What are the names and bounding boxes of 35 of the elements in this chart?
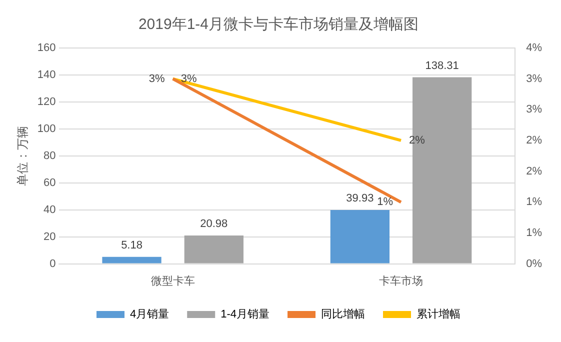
bar	[330, 210, 390, 264]
y-axis-title: 单位：万辆	[16, 126, 30, 186]
data-label: 3%	[180, 72, 197, 85]
legend-label: 累计增幅	[416, 308, 461, 321]
x-tick-label: 微型卡车	[150, 274, 195, 288]
data-label: 3%	[148, 72, 166, 85]
data-label: 1%	[377, 196, 394, 208]
y-tick-label: 60	[44, 176, 56, 189]
y2-tick-label: 1%	[526, 227, 542, 240]
y2-tick-label: 2%	[526, 165, 542, 178]
y-tick-label: 80	[44, 150, 56, 162]
bar	[102, 256, 162, 264]
y-tick-label: 120	[37, 96, 56, 108]
y-tick-label: 140	[37, 69, 56, 82]
y2-tick-label: 3%	[526, 72, 542, 85]
y-tick-label: 100	[37, 122, 56, 135]
legend-label: 4月销量	[130, 308, 170, 321]
y-tick-label: 0	[50, 258, 56, 270]
y-tick-label: 20	[44, 230, 56, 243]
data-label: 5.18	[121, 239, 142, 252]
legend-label: 同比增幅	[321, 308, 366, 321]
y2-tick-label: 3%	[526, 104, 542, 116]
y2-tick-label: 2%	[526, 134, 542, 147]
y-tick-label: 160	[37, 42, 56, 54]
y2-tick-label: 4%	[526, 42, 542, 54]
data-label: 138.31	[425, 60, 459, 72]
bar	[184, 236, 244, 264]
chart-title: 2019年1-4月微卡与卡车市场销量及增幅图	[138, 16, 419, 34]
y2-tick-label: 1%	[526, 196, 542, 208]
y-tick-label: 40	[44, 204, 56, 216]
y2-tick-label: 0%	[526, 258, 542, 270]
data-label: 20.98	[200, 218, 228, 230]
data-label: 39.93	[346, 192, 374, 204]
x-tick-label: 卡车市场	[379, 274, 424, 288]
legend-label: 1-4月销量	[220, 308, 270, 321]
